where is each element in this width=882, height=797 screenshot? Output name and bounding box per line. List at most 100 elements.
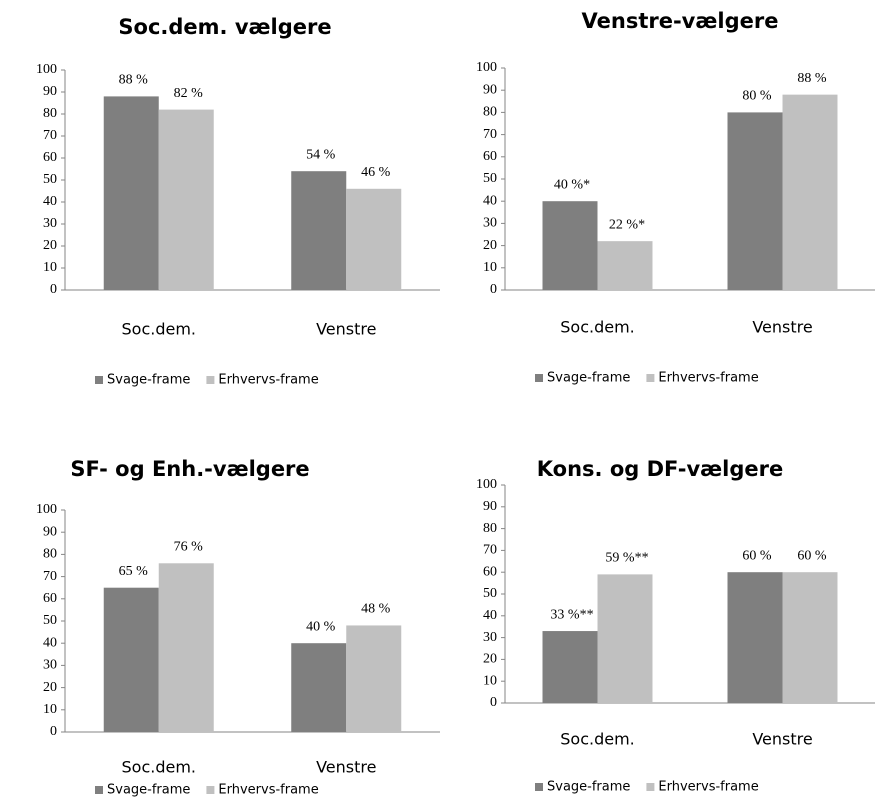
x-tick-label: Soc.dem.: [560, 318, 635, 337]
y-tick-label: 100: [36, 502, 57, 517]
y-tick-label: 30: [483, 630, 497, 645]
y-tick-label: 10: [43, 260, 57, 275]
y-tick-label: 0: [50, 724, 57, 739]
y-tick-label: 80: [483, 105, 497, 120]
legend-label: Svage-frame: [547, 371, 630, 386]
y-tick-label: 0: [490, 282, 497, 297]
y-tick-label: 20: [43, 238, 57, 253]
y-tick-label: 50: [483, 586, 497, 601]
y-tick-label: 70: [483, 127, 497, 142]
legend-swatch: [206, 786, 215, 794]
y-tick-label: 100: [476, 477, 497, 492]
y-tick-label: 30: [43, 216, 57, 231]
legend-label: Svage-frame: [547, 780, 630, 795]
y-tick-label: 60: [483, 149, 497, 164]
y-tick-label: 70: [43, 128, 57, 143]
legend-swatch: [535, 783, 543, 791]
x-tick-label: Soc.dem.: [122, 758, 197, 777]
y-tick-label: 100: [36, 62, 57, 77]
y-tick-label: 50: [43, 613, 57, 628]
y-tick-label: 50: [483, 171, 497, 186]
y-tick-label: 80: [43, 106, 57, 121]
y-tick-label: 60: [483, 564, 497, 579]
legend-label: Svage-frame: [107, 783, 190, 797]
legend-label: Erhvervs-frame: [218, 783, 318, 797]
y-tick-label: 10: [483, 673, 497, 688]
value-label: 33 %**: [550, 607, 593, 622]
value-label: 40 %: [306, 619, 336, 634]
y-tick-label: 30: [483, 216, 497, 231]
bar: [542, 631, 598, 703]
y-tick-label: 30: [43, 658, 57, 673]
chart-title: SF- og Enh.-vælgere: [70, 457, 309, 481]
legend-swatch: [535, 374, 543, 382]
y-tick-label: 90: [483, 499, 497, 514]
y-tick-label: 40: [43, 194, 57, 209]
legend-swatch: [95, 376, 103, 384]
legend-label: Erhvervs-frame: [218, 373, 318, 388]
bar: [727, 572, 783, 703]
legend-swatch: [206, 376, 215, 384]
value-label: 60 %: [742, 548, 772, 563]
chart-title: Soc.dem. vælgere: [118, 15, 331, 39]
bar: [103, 96, 159, 291]
y-tick-label: 70: [483, 543, 497, 558]
y-tick-label: 100: [476, 60, 497, 75]
value-label: 54 %: [306, 147, 336, 162]
value-label: 60 %: [797, 548, 827, 563]
value-label: 22 %*: [609, 217, 645, 232]
y-tick-label: 0: [50, 282, 57, 297]
y-tick-label: 80: [43, 547, 57, 562]
y-tick-label: 10: [483, 260, 497, 275]
value-label: 82 %: [174, 86, 204, 101]
value-label: 40 %*: [554, 177, 590, 192]
legend-swatch: [646, 783, 655, 791]
bar: [782, 572, 838, 703]
y-tick-label: 40: [483, 193, 497, 208]
y-tick-label: 20: [483, 652, 497, 667]
y-tick-label: 60: [43, 591, 57, 606]
value-label: 88 %: [797, 71, 827, 86]
value-label: 59 %**: [605, 551, 648, 566]
bar: [158, 109, 214, 290]
y-tick-label: 90: [43, 84, 57, 99]
y-tick-label: 60: [43, 150, 57, 165]
y-tick-label: 90: [43, 524, 57, 539]
x-tick-label: Soc.dem.: [560, 730, 635, 749]
y-tick-label: 40: [483, 608, 497, 623]
x-tick-label: Venstre: [316, 320, 376, 339]
bar: [346, 188, 402, 290]
value-label: 76 %: [174, 539, 204, 554]
bar: [782, 94, 838, 290]
y-tick-label: 90: [483, 82, 497, 97]
legend-label: Erhvervs-frame: [658, 371, 758, 386]
bar: [597, 241, 653, 290]
bar: [542, 201, 598, 290]
value-label: 80 %: [742, 89, 772, 104]
bar: [597, 574, 653, 703]
value-label: 48 %: [361, 602, 391, 617]
x-tick-label: Venstre: [316, 758, 376, 777]
value-label: 46 %: [361, 165, 391, 180]
y-tick-label: 40: [43, 635, 57, 650]
chart-title: Venstre-vælgere: [582, 9, 779, 33]
y-tick-label: 10: [43, 702, 57, 717]
bar: [291, 171, 347, 290]
bar: [346, 625, 402, 732]
legend-label: Svage-frame: [107, 373, 190, 388]
legend-label: Erhvervs-frame: [658, 780, 758, 795]
y-tick-label: 80: [483, 521, 497, 536]
y-tick-label: 20: [43, 680, 57, 695]
chart-title: Kons. og DF-vælgere: [537, 457, 783, 481]
value-label: 65 %: [119, 564, 149, 579]
x-tick-label: Venstre: [752, 318, 812, 337]
x-tick-label: Soc.dem.: [122, 320, 197, 339]
x-tick-label: Venstre: [752, 730, 812, 749]
legend-swatch: [646, 374, 655, 382]
bar: [727, 112, 783, 291]
bar: [291, 643, 347, 732]
y-tick-label: 70: [43, 569, 57, 584]
value-label: 88 %: [119, 73, 149, 88]
bar: [103, 587, 159, 732]
